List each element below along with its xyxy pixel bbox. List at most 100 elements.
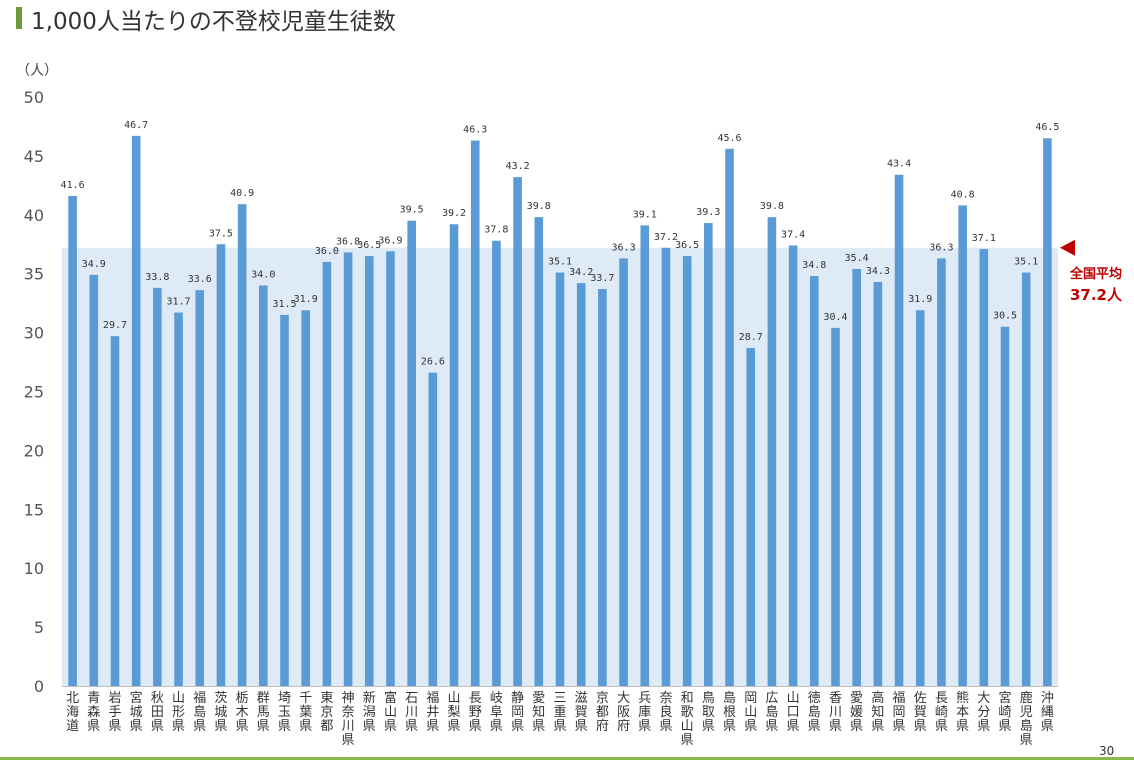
category-label: 鳥取県 — [702, 691, 715, 734]
data-label: 37.8 — [484, 225, 508, 236]
data-label: 36.0 — [315, 246, 339, 257]
bar — [89, 274, 99, 686]
bar — [831, 327, 840, 686]
data-label: 30.4 — [823, 312, 847, 323]
y-tick-label: 45 — [24, 147, 44, 166]
data-label: 31.9 — [294, 294, 318, 305]
data-label: 36.5 — [675, 240, 699, 251]
category-label: 秋田県 — [151, 691, 164, 734]
category-label: 神奈川県 — [342, 691, 355, 748]
footer-line — [0, 757, 1134, 760]
y-tick-label: 50 — [24, 88, 44, 107]
data-label: 34.9 — [82, 259, 106, 270]
data-label: 45.6 — [717, 133, 741, 144]
bar — [407, 220, 416, 686]
category-labels: 北海道青森県岩手県宮城県秋田県山形県福島県茨城県栃木県群馬県埼玉県千葉県東京都神… — [66, 690, 1054, 748]
category-label: 和歌山県 — [681, 691, 694, 748]
data-label: 43.2 — [506, 161, 530, 172]
page-title: 1,000人当たりの不登校児童生徒数 — [31, 9, 396, 35]
data-label: 26.6 — [421, 357, 445, 368]
category-label: 岐阜県 — [490, 691, 503, 734]
page-number: 30 — [1099, 744, 1115, 758]
y-tick-label: 15 — [24, 500, 44, 519]
bar — [746, 347, 756, 686]
y-tick-label: 20 — [24, 441, 44, 460]
category-label: 長野県 — [469, 691, 482, 734]
category-label: 鹿児島県 — [1020, 690, 1033, 748]
data-label: 34.3 — [866, 266, 890, 277]
category-label: 長崎県 — [935, 691, 948, 734]
data-label: 39.3 — [696, 207, 720, 218]
data-label: 30.5 — [993, 311, 1017, 322]
data-label: 39.2 — [442, 208, 466, 219]
bar — [280, 314, 289, 686]
data-label: 36.3 — [929, 242, 953, 253]
bar — [958, 205, 967, 686]
data-label: 37.1 — [972, 233, 996, 244]
category-label: 北海道 — [66, 691, 79, 734]
y-axis: 0 5 10 15 20 25 30 35 40 45 50 — [24, 88, 1058, 696]
data-label: 28.7 — [739, 332, 763, 343]
data-label: 36.3 — [612, 242, 636, 253]
bar — [216, 244, 226, 686]
data-label: 40.8 — [951, 189, 975, 200]
category-label: 高知県 — [871, 690, 884, 734]
bar — [343, 252, 353, 686]
category-label: 福井県 — [426, 691, 439, 734]
bar — [470, 140, 480, 686]
bar — [979, 248, 989, 686]
average-annotation: 全国平均 37.2人 — [1060, 239, 1123, 304]
bar — [534, 217, 544, 686]
bar — [195, 290, 205, 686]
bar — [809, 276, 819, 686]
category-label: 岡山県 — [744, 691, 757, 734]
category-label: 山口県 — [787, 691, 800, 734]
bar — [428, 372, 438, 686]
data-label: 39.8 — [760, 201, 784, 212]
bar — [915, 310, 925, 686]
category-label: 滋賀県 — [575, 691, 588, 734]
data-label: 39.8 — [527, 201, 551, 212]
data-label: 35.1 — [1014, 257, 1038, 268]
bar — [259, 285, 268, 686]
data-label: 36.5 — [357, 240, 381, 251]
data-label: 29.7 — [103, 320, 127, 331]
bar — [767, 217, 777, 686]
bar — [619, 258, 628, 686]
category-label: 岩手県 — [108, 691, 121, 734]
category-label: 沖縄県 — [1041, 691, 1054, 734]
category-label: 香川県 — [829, 691, 842, 734]
bar — [894, 174, 904, 687]
bar — [598, 289, 607, 686]
bar — [513, 177, 522, 686]
data-label: 33.7 — [590, 273, 614, 284]
y-tick-label: 30 — [24, 324, 44, 343]
data-label: 37.4 — [781, 229, 805, 240]
data-label: 33.8 — [145, 272, 169, 283]
data-label: 41.6 — [61, 180, 85, 191]
category-label: 福岡県 — [893, 691, 906, 734]
category-label: 熊本県 — [956, 690, 969, 734]
bar — [449, 224, 459, 686]
bar — [852, 268, 861, 686]
y-tick-label: 5 — [34, 618, 44, 637]
data-label: 46.7 — [124, 120, 148, 131]
category-label: 茨城県 — [214, 691, 227, 734]
bars — [68, 135, 1052, 687]
bar — [153, 287, 162, 686]
bar — [1043, 138, 1052, 687]
data-label: 37.5 — [209, 228, 233, 239]
category-label: 福島県 — [193, 691, 206, 734]
data-label: 46.5 — [1035, 122, 1059, 133]
y-tick-label: 25 — [24, 383, 44, 402]
data-label: 35.4 — [845, 253, 869, 264]
bar — [682, 256, 692, 686]
category-label: 千葉県 — [299, 691, 312, 734]
category-label: 埼玉県 — [278, 691, 291, 734]
category-label: 奈良県 — [659, 691, 672, 734]
category-label: 石川県 — [405, 691, 418, 734]
bar — [110, 336, 120, 686]
category-label: 愛媛県 — [850, 691, 863, 734]
category-label: 京都府 — [596, 691, 609, 734]
category-label: 愛知県 — [532, 691, 545, 734]
